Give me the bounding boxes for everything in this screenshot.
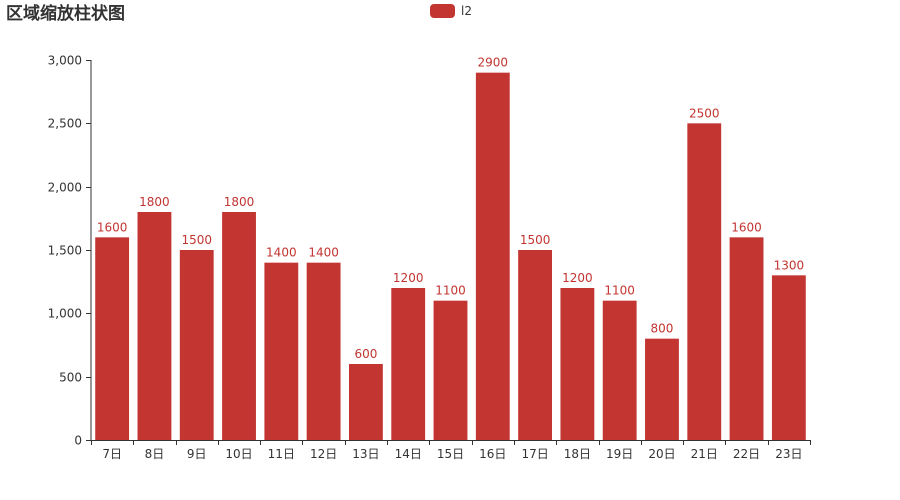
bar <box>475 72 510 441</box>
bar-value-label: 1400 <box>266 246 297 260</box>
x-tick-label: 19日 <box>606 447 633 461</box>
bar-value-label: 600 <box>354 347 377 361</box>
y-tick-label: 0 <box>74 434 82 448</box>
bar-value-label: 1200 <box>393 271 424 285</box>
x-tick-label: 23日 <box>775 447 802 461</box>
bar-value-label: 1200 <box>562 271 593 285</box>
y-tick-label: 1,500 <box>48 244 82 258</box>
bar-value-label: 1800 <box>139 195 170 209</box>
bar-value-label: 1800 <box>224 195 255 209</box>
bar-value-label: 1600 <box>731 220 762 234</box>
x-tick-label: 17日 <box>521 447 548 461</box>
bar-value-label: 1500 <box>181 233 212 247</box>
x-tick-label: 9日 <box>187 447 207 461</box>
x-tick-label: 12日 <box>310 447 337 461</box>
bar <box>306 262 341 440</box>
bar <box>137 212 172 440</box>
x-tick-label: 21日 <box>691 447 718 461</box>
bar-value-label: 2500 <box>689 106 720 120</box>
bar <box>222 212 256 440</box>
x-tick-label: 13日 <box>352 447 379 461</box>
y-tick-label: 1,000 <box>48 307 82 321</box>
x-tick-label: 14日 <box>395 447 422 461</box>
x-tick-label: 8日 <box>145 447 165 461</box>
bar-value-label: 1400 <box>308 246 339 260</box>
bar <box>518 250 553 440</box>
legend-label[interactable]: l2 <box>461 4 472 18</box>
bar-value-label: 800 <box>651 322 674 336</box>
bar <box>264 262 299 440</box>
bar <box>348 364 383 440</box>
bar <box>179 250 214 440</box>
bar <box>729 237 764 440</box>
bar <box>645 338 679 440</box>
chart-title: 区域缩放柱状图 <box>6 4 125 24</box>
legend[interactable]: l2 <box>430 4 472 18</box>
x-tick-label: 18日 <box>564 447 591 461</box>
bar <box>433 300 468 440</box>
y-tick-label: 2,500 <box>48 117 82 131</box>
bar-value-label: 1100 <box>604 284 635 298</box>
legend-swatch[interactable] <box>430 4 455 18</box>
x-tick-label: 7日 <box>102 447 122 461</box>
bar-value-label: 2900 <box>478 56 509 70</box>
y-tick-label: 500 <box>59 371 82 385</box>
x-tick-label: 10日 <box>225 447 252 461</box>
y-tick-label: 3,000 <box>48 54 82 68</box>
x-tick-label: 22日 <box>733 447 760 461</box>
bar <box>687 123 722 440</box>
bar-value-label: 1600 <box>97 220 128 234</box>
bar <box>602 300 637 440</box>
x-tick-label: 15日 <box>437 447 464 461</box>
bar <box>560 288 595 440</box>
bar-value-label: 1500 <box>520 233 551 247</box>
bar-value-label: 1300 <box>774 258 805 272</box>
bar <box>95 237 130 440</box>
bar <box>391 288 426 440</box>
x-tick-label: 11日 <box>268 447 295 461</box>
x-tick-label: 16日 <box>479 447 506 461</box>
y-tick-label: 2,000 <box>48 181 82 195</box>
bar <box>771 275 806 440</box>
x-tick-label: 20日 <box>648 447 675 461</box>
bar-value-label: 1100 <box>435 284 466 298</box>
